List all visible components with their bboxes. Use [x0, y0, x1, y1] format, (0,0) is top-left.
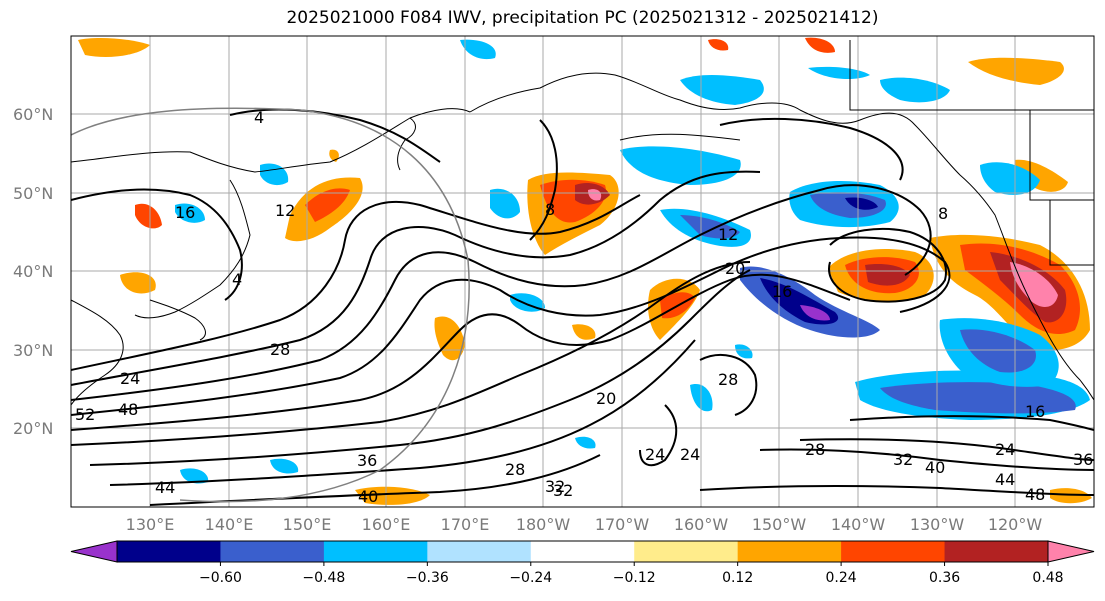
colorbar-segment — [737, 541, 842, 562]
colorbar-tick-label: −0.12 — [613, 570, 656, 586]
lon-label: 130°E — [126, 515, 175, 534]
contour-label: 8 — [938, 204, 948, 223]
colorbar-tick-label: 0.48 — [1032, 570, 1063, 586]
colorbar-segment — [220, 541, 325, 562]
lon-label: 130°W — [910, 515, 965, 534]
colorbar-tick-label: 0.24 — [826, 570, 857, 586]
lon-label: 160°E — [362, 515, 411, 534]
map-border — [70, 35, 1095, 508]
colorbar-segment — [634, 541, 739, 562]
contour-label: 28 — [270, 340, 290, 359]
contour-label: 8 — [545, 200, 555, 219]
contour-label: 32 — [893, 450, 913, 469]
contour-label: 48 — [1025, 485, 1045, 504]
contour-label: 32 — [553, 481, 573, 500]
lon-label: 120°W — [988, 515, 1043, 534]
contour-label: 36 — [357, 451, 377, 470]
lon-label: 140°W — [831, 515, 886, 534]
colorbar-segment — [323, 541, 428, 562]
colorbar-border — [116, 540, 1049, 563]
colorbar-segment — [530, 541, 635, 562]
lon-label: 140°E — [205, 515, 254, 534]
projection-boundary — [71, 107, 470, 503]
contour-label: 44 — [155, 478, 175, 497]
contour-label: 20 — [725, 259, 745, 278]
colorbar — [70, 540, 1095, 563]
contour-label: 44 — [995, 470, 1015, 489]
contour-labels: 4 8 12 16 20 24 28 32 36 40 44 48 52 28 … — [75, 108, 1093, 506]
contour-label: 36 — [1073, 450, 1093, 469]
lon-label: 160°W — [674, 515, 729, 534]
contour-label: 32 — [545, 477, 565, 496]
colorbar-ticks: −0.60 −0.48 −0.36 −0.24 −0.12 0.12 0.24 0.36 0.4… — [199, 562, 1064, 586]
colorbar-arrow-high — [1047, 540, 1095, 563]
map-title: 2025021000 F084 IWV, precipitation PC (2… — [286, 8, 879, 28]
lon-label: 150°E — [283, 515, 332, 534]
colorbar-tick-label: −0.36 — [406, 570, 449, 586]
contour-label: 24 — [120, 369, 140, 388]
colorbar-tick-label: 0.12 — [722, 570, 753, 586]
contour-label: 4 — [232, 270, 242, 289]
contour-label: 28 — [505, 460, 525, 479]
contour-label: 52 — [75, 405, 95, 424]
colorbar-tick-label: −0.60 — [199, 570, 242, 586]
graticule — [71, 36, 1094, 507]
lon-label: 170°E — [441, 515, 490, 534]
colorbar-segment — [117, 541, 221, 562]
lon-label: 180°W — [516, 515, 571, 534]
contour-label: 40 — [925, 458, 945, 477]
contour-label: 24 — [645, 445, 665, 464]
lon-label: 150°W — [752, 515, 807, 534]
lat-label: 40°N — [13, 262, 53, 281]
lon-label: 170°W — [595, 515, 650, 534]
contour-label: 16 — [175, 203, 195, 222]
longitude-axis: 130°E 140°E 150°E 160°E 170°E 180°W 170°… — [126, 515, 1043, 534]
contour-label: 28 — [805, 440, 825, 459]
contour-label: 48 — [118, 400, 138, 419]
colorbar-segment — [944, 541, 1049, 562]
map-content: 4 8 12 16 20 24 28 32 36 40 44 48 52 28 … — [71, 36, 1094, 507]
colorbar-tick-label: 0.36 — [929, 570, 960, 586]
contour-label: 24 — [995, 440, 1015, 459]
contour-label: 16 — [772, 282, 792, 301]
colorbar-arrow-low — [70, 540, 118, 563]
lat-label: 50°N — [13, 184, 53, 203]
contour-label: 20 — [596, 389, 616, 408]
lat-label: 60°N — [13, 105, 53, 124]
colorbar-segment — [427, 541, 532, 562]
colorbar-tick-label: −0.24 — [509, 570, 552, 586]
contour-label: 12 — [275, 201, 295, 220]
lat-label: 30°N — [13, 341, 53, 360]
contour-label: 4 — [254, 108, 264, 127]
contour-label: 24 — [680, 445, 700, 464]
contour-label: 40 — [358, 487, 378, 506]
contour-label: 28 — [718, 370, 738, 389]
lat-label: 20°N — [13, 419, 53, 438]
latitude-axis: 60°N 50°N 40°N 30°N 20°N — [13, 105, 53, 438]
colorbar-segment — [841, 541, 946, 562]
contour-label: 16 — [1025, 402, 1045, 421]
coastlines — [71, 40, 1094, 406]
contour-label: 12 — [718, 225, 738, 244]
iwv-contours — [71, 108, 1094, 506]
colorbar-tick-label: −0.48 — [302, 570, 345, 586]
